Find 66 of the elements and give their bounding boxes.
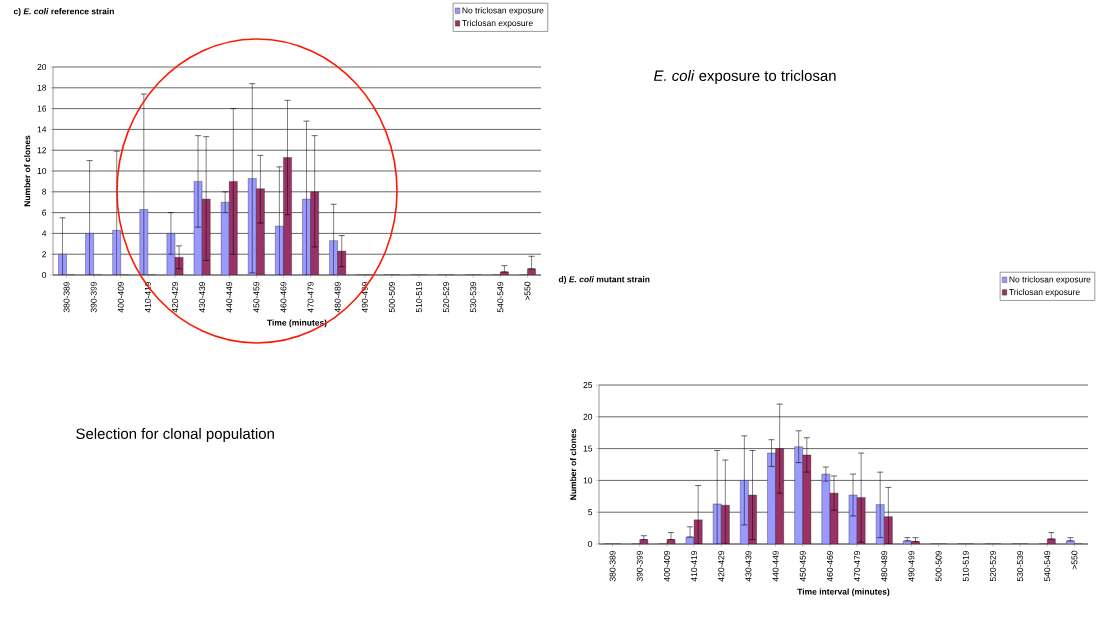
x-tick-label: 500-509 xyxy=(388,281,395,313)
chart-title: c) E. coli reference strain xyxy=(13,8,114,16)
legend-label: Triclosan exposure xyxy=(1009,288,1080,297)
x-tick-label: 430-439 xyxy=(745,550,752,582)
x-tick-label: 460-469 xyxy=(826,550,833,582)
x-tick-label: 450-459 xyxy=(799,550,806,582)
x-tick-label: 540-549 xyxy=(497,281,504,313)
legend-label: No triclosan exposure xyxy=(1009,276,1091,285)
x-tick-label: 460-469 xyxy=(280,281,287,313)
x-tick-label: 480-489 xyxy=(881,550,888,582)
x-tick-label: 520-529 xyxy=(443,281,450,313)
y-tick-label: 0 xyxy=(588,541,593,547)
y-tick-label: 20 xyxy=(37,64,47,70)
x-tick-label: 470-479 xyxy=(854,550,861,582)
x-tick-label: 430-439 xyxy=(199,281,206,313)
y-tick-label: 10 xyxy=(37,168,47,174)
y-tick-label: 15 xyxy=(583,445,593,452)
y-tick-label: 4 xyxy=(41,230,47,237)
text: E. coli exposure to triclosan xyxy=(653,70,836,84)
x-tick-label: 480-489 xyxy=(334,281,341,313)
chart-title: d) E. coli mutant strain xyxy=(558,276,650,284)
text: Selection for clonal population xyxy=(76,428,274,442)
x-tick-label: 400-409 xyxy=(663,550,670,582)
x-tick-label: 410-419 xyxy=(144,281,151,313)
y-tick-label: 14 xyxy=(37,126,47,133)
x-tick-label: 440-449 xyxy=(226,281,233,313)
y-tick-label: 5 xyxy=(588,509,593,516)
bar xyxy=(527,268,536,275)
y-tick-label: 10 xyxy=(583,477,593,484)
x-tick-label: 530-539 xyxy=(470,281,477,313)
x-tick-label: 400-409 xyxy=(117,281,124,313)
y-tick-label: 8 xyxy=(42,188,47,195)
y-tick-label: 2 xyxy=(42,251,47,258)
y-tick-label: 18 xyxy=(37,84,47,91)
x-tick-label: 450-459 xyxy=(253,281,260,313)
y-tick-label: 0 xyxy=(42,272,47,278)
x-tick-label: 490-499 xyxy=(908,550,915,582)
x-tick-label: 510-519 xyxy=(416,281,422,313)
x-tick-label: 540-549 xyxy=(1044,550,1051,582)
x-tick-label: 490-499 xyxy=(361,281,368,313)
x-tick-label: 390-399 xyxy=(636,550,643,582)
x-tick-label: 380-389 xyxy=(609,550,616,582)
y-tick-label: 25 xyxy=(583,382,593,388)
x-tick-label: 510-519 xyxy=(962,550,969,582)
legend-label: No triclosan exposure xyxy=(462,7,544,16)
y-tick-label: 12 xyxy=(37,147,47,154)
x-tick-label: 420-429 xyxy=(718,550,725,582)
x-tick-label: 530-539 xyxy=(1017,550,1024,582)
x-tick-label: 520-529 xyxy=(989,550,996,582)
x-axis-title: Time interval (minutes) xyxy=(797,588,890,597)
x-tick-label: 380-389 xyxy=(63,281,70,313)
y-tick-label: 16 xyxy=(37,105,47,112)
x-tick-label: 500-509 xyxy=(935,550,942,582)
legend-label: Triclosan exposure xyxy=(462,19,533,28)
x-tick-label: 390-399 xyxy=(90,281,97,313)
y-axis-title: Number of clones xyxy=(24,135,31,207)
x-tick-label: 410-419 xyxy=(691,550,698,582)
y-tick-label: 6 xyxy=(42,209,47,216)
x-tick-label: >550 xyxy=(1071,550,1078,570)
x-tick-label: >550 xyxy=(524,281,531,301)
y-tick-label: 20 xyxy=(583,413,593,420)
x-tick-label: 470-479 xyxy=(307,281,314,313)
x-axis-title: Time (minutes) xyxy=(267,319,327,328)
y-axis-title: Number of clones xyxy=(570,429,577,500)
x-tick-label: 440-449 xyxy=(772,550,779,582)
x-tick-label: 420-429 xyxy=(172,281,178,313)
